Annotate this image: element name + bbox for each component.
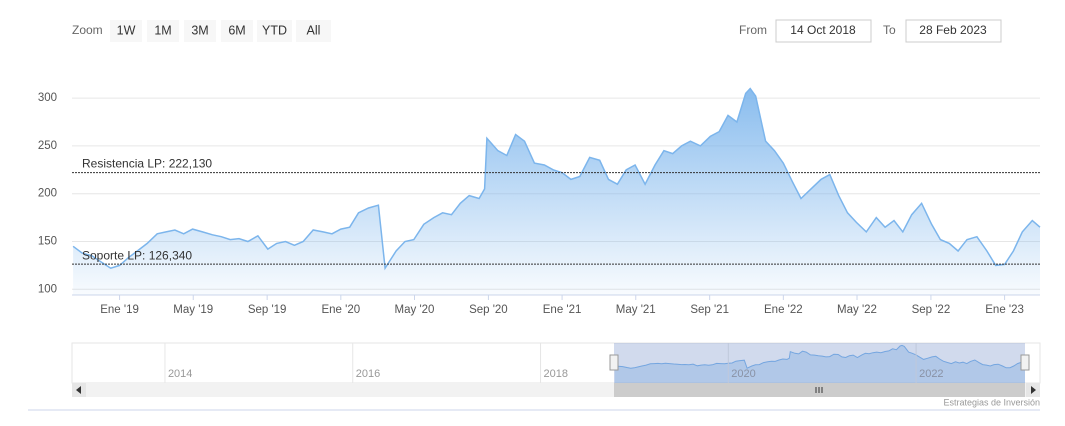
area-fill <box>73 88 1041 295</box>
zoom-label: Zoom <box>72 23 103 37</box>
x-tick-label: May '22 <box>837 304 877 316</box>
x-tick-label: May '20 <box>395 304 435 316</box>
scrollbar-grip <box>815 387 823 393</box>
to-date[interactable]: 28 Feb 2023 <box>919 23 987 37</box>
x-tick-label: Sep '20 <box>469 304 508 316</box>
zoom-button[interactable] <box>147 20 179 42</box>
zoom-button-label[interactable]: 3M <box>191 23 208 37</box>
y-tick-label: 250 <box>38 140 57 152</box>
zoom-button-label[interactable]: YTD <box>262 23 287 37</box>
to-input[interactable] <box>905 19 1002 43</box>
zoom-button-label[interactable]: 1W <box>117 23 136 37</box>
series-line <box>72 87 1041 271</box>
zoom-button-label[interactable]: 6M <box>228 23 245 37</box>
x-tick-label: Sep '19 <box>248 304 287 316</box>
navigator-box <box>71 342 1041 384</box>
arrow-left <box>76 386 81 394</box>
plot-area: 100 150 200 250 300 Ene '19 May '19 Sep '19 Ene … <box>38 87 1041 316</box>
navigator-tick-label: 2022 <box>919 368 943 380</box>
x-tick-label: Sep '21 <box>690 304 729 316</box>
zoom-button-label[interactable]: 1M <box>154 23 171 37</box>
navigator-tick-label: 2020 <box>731 368 755 380</box>
zoom-button[interactable] <box>184 20 216 42</box>
navigator-handle[interactable] <box>609 354 619 371</box>
y-tick-label: 150 <box>38 236 57 248</box>
navigator-tick-label: 2016 <box>356 368 380 380</box>
x-tick-label: May '21 <box>616 304 656 316</box>
navigator-area <box>614 345 1025 383</box>
arrow-right <box>1031 386 1036 394</box>
zoom-button[interactable] <box>110 20 142 42</box>
from-label: From <box>739 23 767 37</box>
x-tick-label: Ene '20 <box>321 304 360 316</box>
from-date[interactable]: 14 Oct 2018 <box>790 23 856 37</box>
navigator-handle[interactable] <box>1020 354 1030 371</box>
x-tick-label: Sep '22 <box>912 304 951 316</box>
zoom-button[interactable] <box>257 20 292 42</box>
x-tick-label: May '19 <box>173 304 213 316</box>
navigator-tick-label: 2018 <box>544 368 568 380</box>
navigator: 2014 2016 2018 2020 2022 <box>164 343 1026 383</box>
navigator-line <box>614 344 1026 369</box>
y-tick-label: 200 <box>38 188 57 200</box>
x-tick-label: Ene '21 <box>543 304 582 316</box>
plot-line-label: Soporte LP: 126,340 <box>82 248 192 262</box>
zoom-button-label[interactable]: All <box>307 23 321 37</box>
x-tick-label: Ene '22 <box>764 304 803 316</box>
credits: Estrategias de Inversión <box>943 397 1040 407</box>
zoom-button[interactable] <box>296 20 331 42</box>
y-tick-label: 100 <box>38 283 57 295</box>
x-tick-label: Ene '23 <box>985 304 1024 316</box>
x-tick-label: Ene '19 <box>100 304 139 316</box>
from-input[interactable] <box>775 19 872 43</box>
navigator-tick-label: 2014 <box>168 368 192 380</box>
to-label: To <box>883 23 896 37</box>
zoom-button[interactable] <box>221 20 253 42</box>
plot-line-label: Resistencia LP: 222,130 <box>82 157 212 171</box>
y-tick-label: 300 <box>38 92 57 104</box>
navigator-selection[interactable] <box>614 343 1025 383</box>
